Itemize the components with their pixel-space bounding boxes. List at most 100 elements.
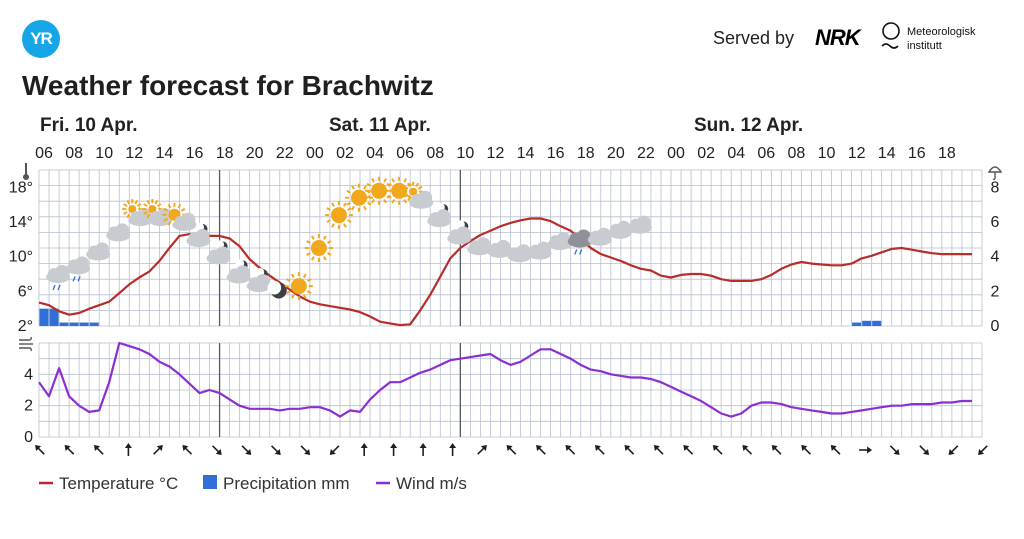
sun-ray: [180, 207, 186, 212]
sun-ray: [327, 240, 332, 244]
hour-label: 14: [517, 145, 535, 162]
arrow-head: [215, 448, 222, 455]
sun-ray: [306, 290, 312, 294]
sun-ray: [417, 185, 423, 190]
sun-ray: [351, 205, 355, 211]
umbrella-handle: [992, 172, 996, 181]
cloud-part: [235, 265, 250, 280]
sun-ray: [154, 199, 159, 205]
legend-temperature-label: Temperature °C: [59, 474, 178, 493]
day-label: Sun. 12 Apr.: [694, 115, 803, 136]
moon-icon: [267, 280, 287, 299]
sun-ray: [290, 273, 295, 278]
sun-ray: [386, 182, 391, 187]
sun-disc: [128, 205, 137, 214]
hour-label: 20: [246, 145, 264, 162]
legend-precipitation-label: Precipitation mm: [223, 474, 350, 493]
wind-arrow-icon: [565, 445, 576, 455]
hour-label: 18: [577, 145, 595, 162]
served-by-label: Served by: [713, 28, 795, 48]
sun-ray: [351, 185, 355, 190]
sun-icon: [324, 201, 353, 230]
moon-cloud-icon: [246, 268, 271, 293]
cloud-icon: [487, 239, 512, 258]
cloud-icon: [627, 215, 652, 234]
cloud-part: [95, 242, 110, 257]
wind-arrow-icon: [948, 445, 959, 455]
wind-stroke: [19, 336, 32, 341]
sun-ray: [311, 235, 315, 240]
cloud-icon: [527, 241, 552, 260]
sun-ray: [343, 223, 347, 228]
sun-ray: [367, 201, 372, 206]
chart-labels: Fri. 10 Apr. Sat. 11 Apr. Sun. 12 Apr.06 08…: [9, 115, 1003, 446]
legend-wind-label: Wind m/s: [396, 474, 467, 493]
arrow-head: [867, 446, 873, 454]
sun-ray: [126, 199, 131, 205]
wind-arrow-icon: [889, 445, 900, 455]
wind-arrow-icon: [712, 445, 723, 455]
sun-ray: [367, 189, 372, 194]
precipitation-bar: [59, 322, 69, 326]
rain-drop: [77, 276, 81, 282]
hour-label: 16: [908, 145, 926, 162]
sun-ray: [177, 203, 182, 209]
wind-arrow-icon: [153, 445, 163, 455]
hour-label: 06: [757, 145, 775, 162]
hour-label: 00: [667, 145, 685, 162]
sun-ray: [302, 273, 307, 278]
arrow-head: [978, 448, 985, 455]
sun-icon: [304, 234, 333, 262]
cloud-part: [516, 244, 531, 259]
cloud-icon: [507, 244, 532, 263]
sun-icon: [284, 272, 313, 301]
arrow-head: [35, 445, 42, 452]
wind-arrow-icon: [419, 443, 427, 456]
hour-label: 04: [366, 145, 384, 162]
sun-ray: [306, 240, 311, 244]
sun-disc: [290, 278, 307, 295]
arrow-head: [683, 445, 690, 452]
hour-label: 10: [456, 145, 474, 162]
arrow-head: [93, 445, 100, 452]
hour-label: 12: [848, 145, 866, 162]
arrow-head: [536, 445, 543, 452]
met-name-line2: institutt: [907, 40, 942, 52]
precipitation-tick-label: 0: [991, 318, 1000, 335]
yr-logo: YR: [22, 20, 60, 58]
cloud-part: [215, 246, 230, 261]
moon-cloud-icon: [447, 220, 472, 245]
arrow-head: [565, 445, 572, 452]
sun-ray: [331, 202, 335, 207]
sun-ray: [157, 203, 162, 207]
precipitation-tick-label: 4: [991, 249, 1000, 266]
sun-ray: [326, 207, 331, 211]
sun-ray: [366, 182, 371, 187]
arrow-head: [274, 448, 281, 455]
sun-ray: [404, 193, 409, 198]
rain-drop: [52, 284, 56, 291]
cloud-part: [137, 208, 152, 223]
hour-label: 18: [216, 145, 234, 162]
wind-arrow-icon: [211, 445, 222, 455]
sun-disc: [330, 207, 347, 224]
met-institute-name: Meteorologisk institutt: [907, 25, 975, 53]
hour-label: 04: [727, 145, 745, 162]
met-name-line1: Meteorologisk: [907, 26, 976, 38]
hour-label: 14: [878, 145, 896, 162]
rain-drop: [57, 284, 61, 291]
sun-ray: [343, 202, 347, 207]
legend-precipitation-swatch: [203, 475, 217, 489]
cloud-part: [556, 232, 571, 247]
cloud-icon: [467, 237, 492, 256]
sun-ray: [302, 294, 307, 299]
precipitation-bar: [79, 322, 89, 326]
partly-sunny-icon: [142, 199, 173, 227]
sun-ray: [404, 185, 409, 190]
wind-arrow-icon: [506, 445, 517, 455]
hour-label: 06: [396, 145, 414, 162]
rain-drop: [72, 276, 76, 282]
wind-arrow-icon: [919, 445, 930, 455]
arrow-head: [653, 445, 660, 452]
wind-arrow-icon: [449, 443, 457, 456]
